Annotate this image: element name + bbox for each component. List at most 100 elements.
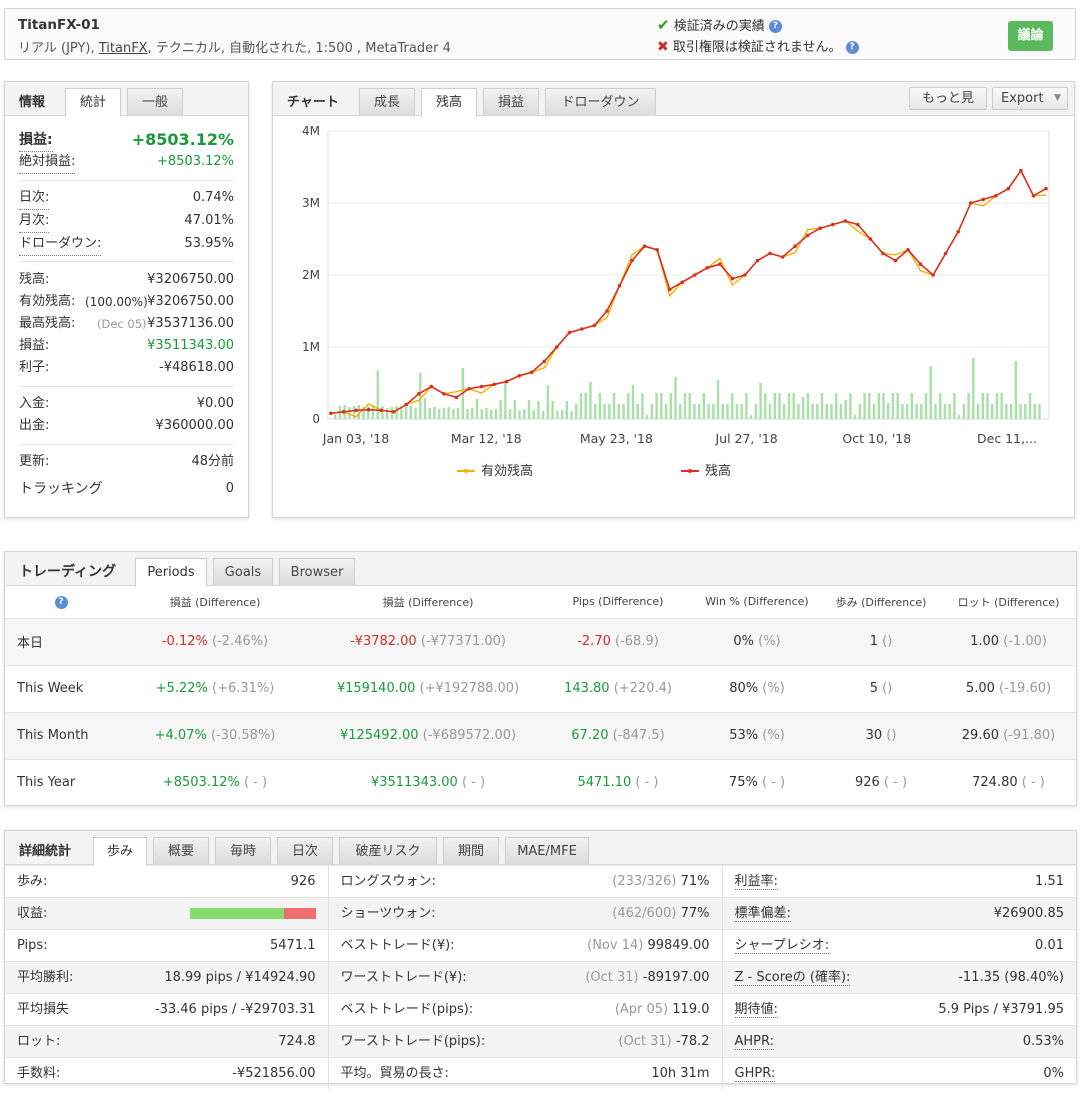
- column-header: Pips (Difference): [572, 595, 664, 609]
- tab-hourly[interactable]: 毎時: [215, 837, 271, 865]
- volume-bar: [518, 410, 521, 419]
- volume-bar: [480, 409, 483, 419]
- tab-general[interactable]: 一般: [127, 88, 183, 116]
- balance-point: [755, 258, 760, 263]
- stat-cell: ベストトレード(pips): (Apr 05) 119.0: [327, 993, 722, 1026]
- profit-diff: (-¥77371.00): [420, 634, 506, 649]
- stat-value: 724.8: [278, 1034, 316, 1049]
- stat-value: -89197.00: [642, 970, 710, 985]
- win-diff: (%): [762, 681, 785, 696]
- balance-line: [330, 169, 1047, 415]
- volume-bar: [575, 404, 578, 419]
- volume-bar: [830, 404, 833, 419]
- volume-bar: [1033, 404, 1036, 419]
- export-button[interactable]: Export ▼: [992, 87, 1068, 110]
- stat-label: ロット:: [17, 1034, 61, 1049]
- stat-cell: 標準偏差: ¥26900.85: [721, 897, 1076, 930]
- gain-row: 損益: +8503.12%: [19, 129, 234, 152]
- table-cell: ¥159140.00 (+¥192788.00): [313, 664, 543, 712]
- volume-bar: [806, 393, 810, 419]
- chart-panel: チャート 成長 残高 損益 ドローダウン もっと見 Export ▼ 0 1M 2M…: [272, 81, 1075, 518]
- help-icon[interactable]: ?: [845, 41, 859, 54]
- tab-stats[interactable]: 統計: [65, 88, 121, 117]
- pips-value: 67.20: [571, 728, 609, 743]
- legend-equity-marker: [464, 469, 468, 473]
- volume-bar: [385, 408, 389, 419]
- tab-summary[interactable]: 概要: [153, 837, 209, 865]
- divider: [19, 444, 234, 445]
- tab-risk-of-ruin[interactable]: 破産リスク: [339, 837, 437, 865]
- tab-trades[interactable]: 歩み: [93, 837, 147, 866]
- volume-bar: [853, 415, 857, 419]
- volume-bar: [693, 404, 696, 419]
- balance-point: [529, 370, 534, 374]
- tab-daily[interactable]: 日次: [277, 837, 333, 865]
- volume-bar: [712, 404, 715, 419]
- discuss-button[interactable]: 議論: [1008, 21, 1053, 51]
- more-button[interactable]: もっと見: [909, 87, 987, 110]
- updated-value: 48分前: [191, 454, 234, 469]
- period-label: 本日: [17, 636, 44, 651]
- stat-value: 18.99 pips / ¥14924.90: [164, 970, 316, 985]
- volume-bar: [910, 393, 914, 419]
- tab-duration[interactable]: 期間: [443, 837, 499, 865]
- balance-point: [517, 374, 521, 378]
- balance-point: [391, 410, 396, 414]
- volume-bar: [991, 404, 994, 419]
- stat-cell: 手数料: -¥521856.00: [5, 1057, 328, 1089]
- profit-value: ¥3511343.00: [370, 775, 458, 791]
- volume-bar: [532, 410, 535, 419]
- volume-bar: [721, 404, 724, 419]
- volume-bar: [839, 404, 843, 419]
- balance-point: [692, 273, 697, 277]
- broker-link[interactable]: TitanFX: [98, 41, 148, 56]
- tab-mae-mfe[interactable]: MAE/MFE: [505, 837, 589, 865]
- tab-profit[interactable]: 損益: [483, 88, 539, 116]
- volume-bar: [943, 404, 947, 419]
- volume-bar: [589, 382, 592, 419]
- volume-bar: [404, 407, 408, 419]
- stat-value: 1.51: [1035, 874, 1064, 889]
- volume-bar: [967, 393, 970, 419]
- periods-table: ? 損益 (Difference) 損益 (Difference) Pips (…: [5, 586, 1076, 806]
- balance-point: [417, 392, 421, 396]
- stat-label: 利益率:: [734, 874, 778, 890]
- help-icon[interactable]: ?: [54, 595, 68, 609]
- highest-balance-value: ¥3537136.00: [147, 316, 234, 331]
- volume-bar: [797, 404, 800, 419]
- volume-bar: [811, 404, 814, 419]
- volume-bar: [1005, 404, 1008, 419]
- abs-gain-label: 絶対損益:: [19, 151, 76, 174]
- withdrawals-value: ¥360000.00: [155, 418, 234, 433]
- monthly-row: 月次: 47.01%: [19, 210, 234, 233]
- volume-bar: [579, 393, 583, 419]
- deposits-row: 入金: ¥0.00: [19, 393, 234, 415]
- stat-label: ベストトレード(pips):: [340, 1002, 474, 1017]
- pips-diff: (-847.5): [612, 728, 665, 743]
- tab-growth[interactable]: 成長: [359, 88, 415, 116]
- tab-goals[interactable]: Goals: [213, 558, 273, 586]
- help-icon[interactable]: ?: [768, 20, 782, 33]
- volume-bar: [627, 393, 630, 419]
- balance-point: [994, 194, 998, 198]
- volume-bar: [655, 393, 658, 419]
- balance-row: 残高: ¥3206750.00: [19, 269, 234, 291]
- balance-point: [956, 230, 960, 234]
- volume-bar: [1000, 393, 1003, 419]
- volume-bar: [787, 393, 791, 419]
- stat-cell: 利益率: 1.51: [721, 865, 1076, 898]
- stat-label: ロングスウォン:: [340, 874, 436, 889]
- volume-bar: [688, 393, 691, 419]
- legend-balance-marker: [688, 469, 692, 473]
- volume-bar: [551, 401, 554, 419]
- trades-value: 926: [854, 775, 880, 791]
- stat-label: 期待値:: [734, 1002, 778, 1018]
- tab-periods[interactable]: Periods: [135, 558, 207, 587]
- volume-bar: [920, 404, 923, 419]
- volume-bar: [816, 404, 819, 419]
- tab-drawdown[interactable]: ドローダウン: [545, 88, 656, 116]
- volume-bar: [929, 366, 932, 419]
- balance-label: 残高:: [19, 272, 50, 287]
- tab-balance[interactable]: 残高: [421, 88, 477, 117]
- tab-browser[interactable]: Browser: [279, 558, 355, 586]
